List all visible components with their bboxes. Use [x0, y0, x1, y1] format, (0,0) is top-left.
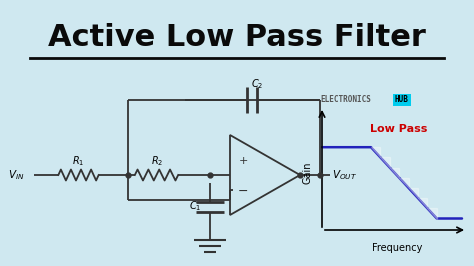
- Text: $V_{OUT}$: $V_{OUT}$: [332, 168, 357, 182]
- Text: $C_2$: $C_2$: [251, 77, 264, 91]
- Polygon shape: [399, 178, 409, 188]
- Text: +: +: [238, 156, 248, 166]
- Polygon shape: [409, 188, 418, 198]
- Text: $R_2$: $R_2$: [151, 154, 163, 168]
- Text: Active Low Pass Filter: Active Low Pass Filter: [48, 23, 426, 52]
- Text: $R_1$: $R_1$: [72, 154, 84, 168]
- Text: ELECTRONICS: ELECTRONICS: [320, 95, 371, 105]
- Polygon shape: [390, 168, 399, 178]
- Text: Low Pass: Low Pass: [370, 124, 428, 134]
- Polygon shape: [381, 157, 390, 168]
- Text: $C_1$: $C_1$: [189, 199, 201, 213]
- Polygon shape: [428, 208, 437, 218]
- Text: HUB: HUB: [395, 95, 409, 105]
- Polygon shape: [418, 198, 428, 208]
- Text: Frequency: Frequency: [372, 243, 422, 253]
- Text: $V_{IN}$: $V_{IN}$: [8, 168, 25, 182]
- Polygon shape: [371, 147, 381, 157]
- Text: −: −: [238, 185, 248, 197]
- Text: Gain: Gain: [303, 161, 313, 184]
